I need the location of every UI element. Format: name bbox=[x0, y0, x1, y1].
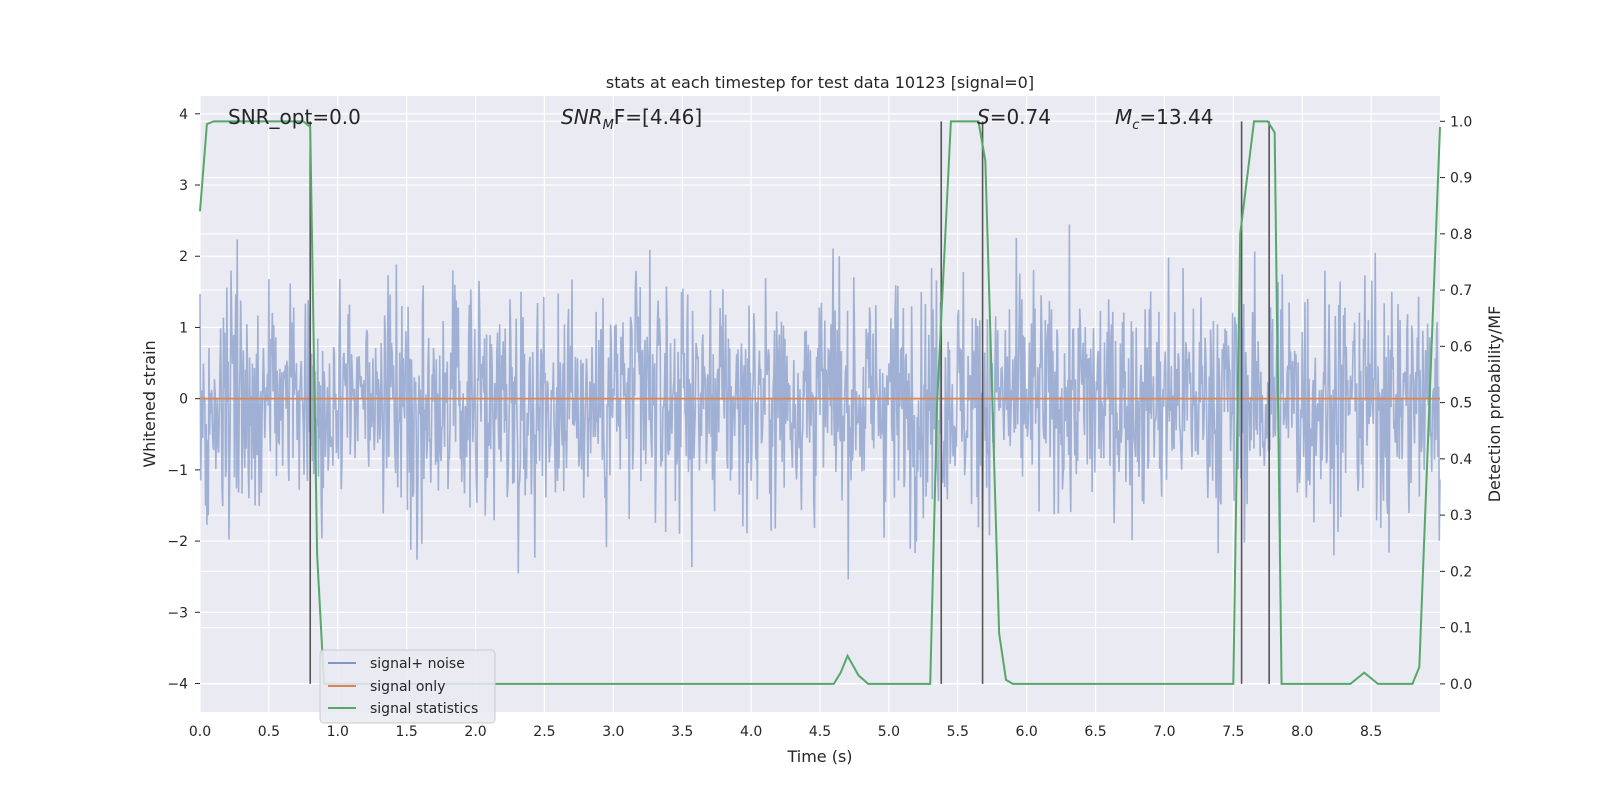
x-tick-label: 4.5 bbox=[809, 724, 831, 740]
x-tick-label: 0.5 bbox=[258, 724, 280, 740]
legend-box bbox=[319, 649, 496, 724]
x-tick-label: 7.5 bbox=[1222, 724, 1244, 740]
legend-label-statistics: signal statistics bbox=[370, 701, 478, 717]
right-y-tick-label: 0.7 bbox=[1450, 283, 1472, 299]
right-y-tick-label: 1.0 bbox=[1450, 114, 1472, 130]
s-label: S bbox=[977, 105, 990, 129]
y-tick-label: 2 bbox=[179, 249, 188, 265]
x-tick-label: 5.0 bbox=[878, 724, 900, 740]
x-tick-label: 8.5 bbox=[1360, 724, 1382, 740]
mc-label: M bbox=[1115, 105, 1132, 129]
x-tick-label: 2.0 bbox=[464, 724, 486, 740]
x-tick-label: 5.5 bbox=[947, 724, 969, 740]
right-y-tick-label: 0.2 bbox=[1450, 564, 1472, 580]
mc-subscript: c bbox=[1132, 118, 1139, 133]
right-y-tick-label: 0.6 bbox=[1450, 339, 1472, 355]
x-tick-label: 2.5 bbox=[533, 724, 555, 740]
y-tick-label: −2 bbox=[167, 534, 188, 550]
x-tick-label: 7.0 bbox=[1153, 724, 1175, 740]
y-tick-label: −1 bbox=[167, 463, 188, 479]
x-tick-label: 6.5 bbox=[1084, 724, 1106, 740]
x-tick-label: 4.0 bbox=[740, 724, 762, 740]
annotation-snr-opt: SNR_opt=0.0 bbox=[228, 105, 361, 129]
y-axis-label: Whitened strain bbox=[140, 340, 159, 467]
y-tick-label: 3 bbox=[179, 178, 188, 194]
x-tick-label: 1.5 bbox=[396, 724, 418, 740]
tick-labels: 0.0 0.5 1.0 1.5 2.0 2.5 3.0 3.5 4.0 4.5 5.0 5.5 6.0 6… bbox=[167, 107, 1472, 740]
legend-label-signal: signal only bbox=[370, 679, 445, 695]
x-tick-label: 0.0 bbox=[189, 724, 211, 740]
x-tick-label: 3.0 bbox=[602, 724, 624, 740]
x-tick-label: 3.5 bbox=[671, 724, 693, 740]
y-tick-label: 1 bbox=[179, 320, 188, 336]
right-y-tick-label: 0.8 bbox=[1450, 227, 1472, 243]
chart-title: stats at each timestep for test data 101… bbox=[606, 73, 1034, 92]
x-tick-label: 6.0 bbox=[1016, 724, 1038, 740]
annotation-s: S=0.74 bbox=[977, 105, 1051, 129]
signal-statistics-series bbox=[199, 120, 1441, 685]
right-y-tick-label: 0.3 bbox=[1450, 508, 1472, 524]
annotation-mc: Mc=13.44 bbox=[1115, 105, 1213, 133]
right-y-tick-label: 0.9 bbox=[1450, 171, 1472, 187]
right-y-axis-label: Detection probability/MF bbox=[1485, 306, 1504, 503]
y-tick-label: 0 bbox=[179, 392, 188, 408]
right-y-tick-label: 0.0 bbox=[1450, 677, 1472, 693]
y-tick-label: −4 bbox=[167, 677, 188, 693]
annotation-snr-mf: SNRMF=[4.46] bbox=[561, 105, 702, 133]
signal-noise-series bbox=[199, 224, 1441, 580]
snr-mf-value: F=[4.46] bbox=[614, 105, 702, 129]
signal-statistics-line bbox=[199, 120, 1441, 685]
legend-label-noise: signal+ noise bbox=[370, 656, 465, 672]
snr-mf-label: SNR bbox=[561, 105, 603, 129]
x-axis-label: Time (s) bbox=[786, 747, 852, 766]
x-tick-label: 8.0 bbox=[1291, 724, 1313, 740]
y-tick-label: 4 bbox=[179, 107, 188, 123]
snr-mf-subscript: M bbox=[603, 118, 614, 133]
right-y-tick-label: 0.5 bbox=[1450, 396, 1472, 412]
signal-noise-line bbox=[199, 224, 1441, 580]
y-tick-label: −3 bbox=[167, 605, 188, 621]
legend: signal+ noise signal only signal statist… bbox=[319, 649, 496, 724]
mc-value: =13.44 bbox=[1139, 105, 1213, 129]
right-y-tick-label: 0.4 bbox=[1450, 452, 1472, 468]
right-y-tick-label: 0.1 bbox=[1450, 621, 1472, 637]
s-value: =0.74 bbox=[990, 105, 1051, 129]
x-tick-label: 1.0 bbox=[327, 724, 349, 740]
